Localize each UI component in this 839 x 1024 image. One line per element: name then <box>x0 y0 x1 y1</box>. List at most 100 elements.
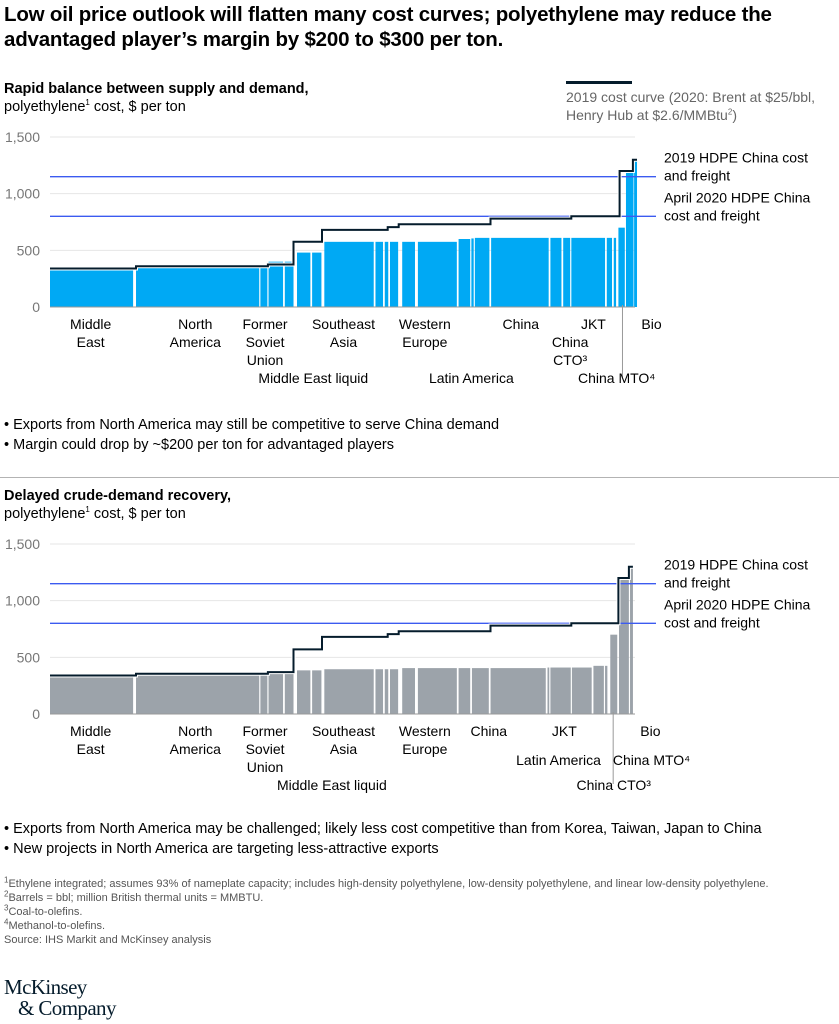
chart2-subtitle: polyethylene1 cost, $ per ton <box>4 505 231 523</box>
logo-line-1: McKinsey <box>4 975 87 999</box>
region-label-line: JKT <box>581 316 606 332</box>
region-label-line: Former <box>242 723 287 739</box>
region-label-line: Western <box>399 723 451 739</box>
cost-bar <box>474 237 490 307</box>
cost-bar <box>384 241 389 307</box>
region-label-line: Soviet <box>246 334 285 350</box>
region-label: Southeast Asia <box>312 316 375 350</box>
legend-text: Henry Hub at $2.6/MMBtu <box>566 107 728 123</box>
cost-bar <box>606 237 613 307</box>
footnote-text: Barrels = bbl; million British thermal u… <box>8 892 264 904</box>
region-label-line: Western <box>399 316 451 332</box>
region-label: China MTO⁴ <box>613 752 690 768</box>
chart1-bullets: • Exports from North America may still b… <box>4 415 499 455</box>
y-tick-label: 1,500 <box>5 536 40 552</box>
region-label: Former Soviet Union <box>242 316 287 368</box>
cost-curve-2019 <box>50 565 633 677</box>
cost-bar <box>50 675 134 714</box>
region-label-line: America <box>170 334 222 350</box>
page-title: Low oil price outlook will flatten many … <box>4 3 772 51</box>
footnote-number: 1 <box>4 875 9 885</box>
chart2-title: Delayed crude-demand recovery, <box>4 488 231 504</box>
cost-bar <box>324 669 374 714</box>
region-label-line: Middle East liquid <box>258 370 368 386</box>
footnote-text: Source: IHS Markit and McKinsey analysis <box>4 934 212 946</box>
region-label: China <box>502 316 539 332</box>
footnote-text: Methanol-to-olefins. <box>8 920 106 932</box>
region-label: JKT <box>552 723 577 739</box>
y-tick-label: 0 <box>32 706 40 722</box>
region-label-line: Europe <box>402 741 447 757</box>
cost-bar <box>625 171 634 307</box>
chart1-subtitle: polyethylene1 cost, $ per ton <box>4 98 309 116</box>
reference-line-label: and freight <box>664 168 730 184</box>
bullet-item: • Margin could drop by ~$200 per ton for… <box>4 437 394 453</box>
cost-bar <box>268 261 284 307</box>
mckinsey-logo: McKinsey & Company <box>4 977 116 1019</box>
reference-line-label: 2019 HDPE China cost <box>664 150 808 166</box>
bullet-item: • New projects in North America are targ… <box>4 841 439 857</box>
reference-line-label: April 2020 HDPE China <box>664 189 811 205</box>
cost-bar <box>375 241 384 307</box>
cost-bar <box>613 237 617 307</box>
region-label-line: East <box>77 741 105 757</box>
footnote-ref: 2 <box>727 107 733 117</box>
region-label-line: China MTO⁴ <box>613 752 690 768</box>
region-label-line: Union <box>247 352 284 368</box>
legend-cost-curve-label: 2019 cost curve (2020: Brent at $25/bbl,… <box>566 88 836 124</box>
cost-curve-2019 <box>50 158 637 270</box>
subtitle-text-post: cost, $ per ton <box>89 506 186 522</box>
section-divider <box>0 477 839 478</box>
footnote-number: 4 <box>4 917 9 927</box>
chart1-heading: Rapid balance between supply and demand,… <box>4 80 309 116</box>
legend-text-post: ) <box>732 107 737 123</box>
bullet-item: • Exports from North America may be chal… <box>4 821 762 837</box>
legend-line-1: 2019 cost curve (2020: Brent at $25/bbl, <box>566 89 816 105</box>
region-label: Western Europe <box>399 316 451 350</box>
cost-bar <box>297 670 311 714</box>
cost-bar <box>402 668 415 714</box>
region-label-line: Asia <box>330 334 357 350</box>
reference-line-label: April 2020 HDPE China <box>664 596 811 612</box>
chart1-rapid-balance: 0 500 1,000 1,500 2019 HDPE China cost and fr… <box>5 129 811 386</box>
cost-bar <box>375 669 384 714</box>
region-label: China <box>471 723 508 739</box>
region-label-line: JKT <box>552 723 577 739</box>
cost-bar <box>136 673 260 714</box>
footnote-ref: 1 <box>85 98 90 108</box>
region-label: Former Soviet Union <box>242 723 287 775</box>
cost-bar <box>458 668 471 714</box>
region-label: Middle East liquid <box>277 777 387 793</box>
region-label: China CTO³ <box>577 777 652 793</box>
region-label-line: North <box>178 723 212 739</box>
chart1-title: Rapid balance between supply and demand, <box>4 81 309 97</box>
cost-bar <box>471 668 489 714</box>
legend-line-2: Henry Hub at $2.6/MMBtu2) <box>566 106 836 124</box>
cost-bar <box>260 265 268 307</box>
footnote-item: 3Coal-to-olefins. <box>4 904 769 919</box>
footnote-number: 2 <box>4 889 9 899</box>
bullet-item: • Exports from North America may still b… <box>4 417 500 433</box>
y-tick-label: 500 <box>17 242 41 258</box>
region-label-line: Southeast <box>312 316 375 332</box>
region-label-line: Bio <box>641 316 661 332</box>
cost-bar <box>571 237 606 307</box>
cost-bar <box>284 672 294 714</box>
footnote-text: Coal-to-olefins. <box>8 906 83 918</box>
region-label: Middle East <box>70 723 111 757</box>
cost-bar <box>618 578 629 714</box>
chart2-bullets: • Exports from North America may be chal… <box>4 819 762 859</box>
y-tick-label: 500 <box>17 649 41 665</box>
region-label-line: Europe <box>402 334 447 350</box>
region-label-line: Asia <box>330 741 357 757</box>
region-label-line: Middle <box>70 316 111 332</box>
cost-bar <box>324 241 374 307</box>
cost-bar <box>634 159 638 307</box>
cost-bar <box>402 241 415 307</box>
footnote-ref: 1 <box>85 505 90 515</box>
logo-line-2: & Company <box>18 996 116 1020</box>
region-label-line: Former <box>242 316 287 332</box>
region-label: Bio <box>640 723 660 739</box>
footnotes: 1Ethylene integrated; assumes 93% of nam… <box>4 875 769 947</box>
region-label: Southeast Asia <box>312 723 375 757</box>
